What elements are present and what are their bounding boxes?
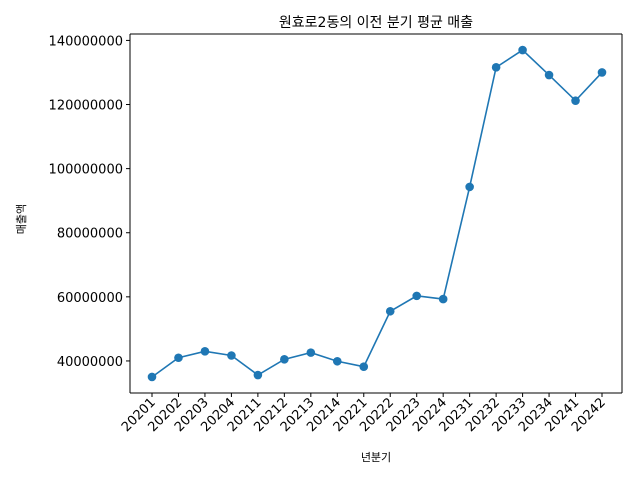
- series-line: [151, 49, 603, 378]
- data-point: [359, 362, 369, 372]
- data-point: [227, 351, 236, 360]
- data-point: [253, 370, 263, 380]
- chart-title: 원효로2동의 이전 분기 평균 매출: [279, 15, 473, 31]
- data-point: [306, 348, 316, 357]
- plot-area: 40000000 60000000 80000000 100000000 1200000…: [49, 33, 623, 435]
- data-point: [412, 291, 422, 301]
- y-tick-label: 80000000: [57, 227, 123, 242]
- y-tick-label: 120000000: [49, 99, 123, 114]
- y-tick-label: 100000000: [49, 163, 123, 178]
- y-tick-label: 60000000: [57, 291, 123, 306]
- data-point: [465, 182, 474, 192]
- x-axis-label: 년분기: [361, 451, 391, 464]
- y-tick-label: 40000000: [57, 355, 123, 370]
- data-point: [571, 96, 580, 105]
- y-tick-label: 140000000: [49, 34, 123, 49]
- data-point: [200, 347, 210, 356]
- data-point: [332, 356, 342, 366]
- data-point: [491, 63, 501, 72]
- data-point: [174, 353, 183, 363]
- data-point: [147, 372, 157, 382]
- y-axis-label: 매출액: [15, 204, 28, 234]
- data-point: [280, 355, 289, 364]
- data-point: [438, 294, 448, 304]
- data-point: [385, 306, 395, 316]
- data-point: [597, 68, 607, 77]
- data-point: [544, 70, 554, 80]
- data-point: [518, 45, 527, 55]
